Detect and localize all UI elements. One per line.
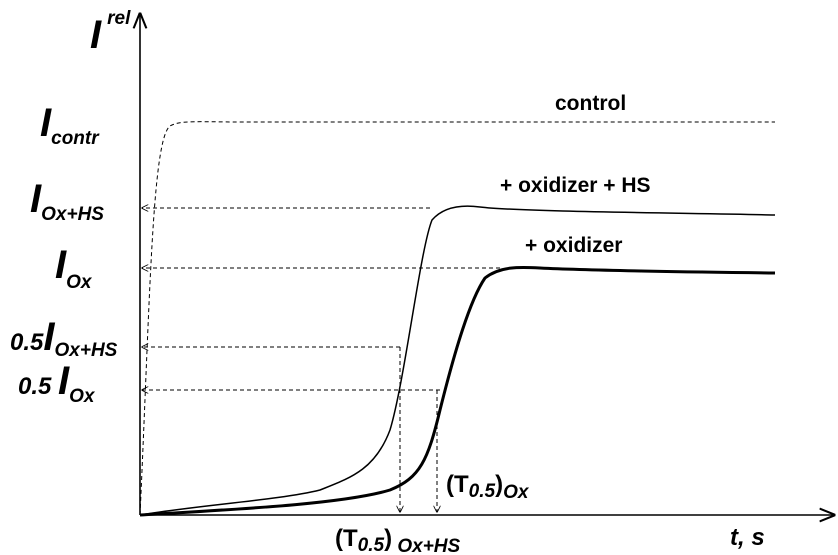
label-part: I xyxy=(40,101,52,145)
label-part: (T xyxy=(446,471,469,498)
control-curve xyxy=(139,121,775,516)
curve-label: control xyxy=(555,92,626,115)
curve-label: + oxidizer xyxy=(525,234,622,257)
curve-label: + oxidizer + HS xyxy=(500,174,651,197)
label-part: Ox xyxy=(503,482,530,503)
level-label: IOx+HS xyxy=(30,177,104,225)
label-part: 0.5 xyxy=(358,535,385,555)
label-part: 0.5 xyxy=(18,373,58,400)
label-part: Ox+HS xyxy=(41,204,104,225)
label-part: Ox xyxy=(69,386,96,407)
level-label: IOx xyxy=(55,243,93,293)
label-part: I xyxy=(30,177,42,221)
label-part: Ox+HS xyxy=(392,536,460,555)
label-part: I xyxy=(58,359,70,403)
label-part: 0.5 xyxy=(469,481,496,502)
label-part: I xyxy=(55,243,67,287)
x-axis-label: t, s xyxy=(730,524,765,551)
label-part: (T xyxy=(335,525,358,552)
label-part: rel xyxy=(107,8,131,29)
label-part: Ox+HS xyxy=(55,340,118,361)
label-part: ) xyxy=(384,525,392,552)
time-label: (T0.5)Ox xyxy=(446,471,530,503)
level-label: 0.5IOx+HS xyxy=(10,315,118,361)
label-part: I xyxy=(43,315,55,359)
level-label: Icontr xyxy=(40,101,100,149)
oxidizer-curve xyxy=(139,265,776,517)
label-part: contr xyxy=(51,128,100,149)
label-part: Ox xyxy=(66,272,93,293)
label-part: 0.5 xyxy=(10,329,44,356)
oxidizer-hs-curve xyxy=(139,205,776,516)
level-label: 0.5 IOx xyxy=(18,359,96,407)
time-label: (T0.5) Ox+HS xyxy=(335,525,461,555)
label-part: I xyxy=(90,13,102,57)
label-part: ) xyxy=(495,471,503,498)
